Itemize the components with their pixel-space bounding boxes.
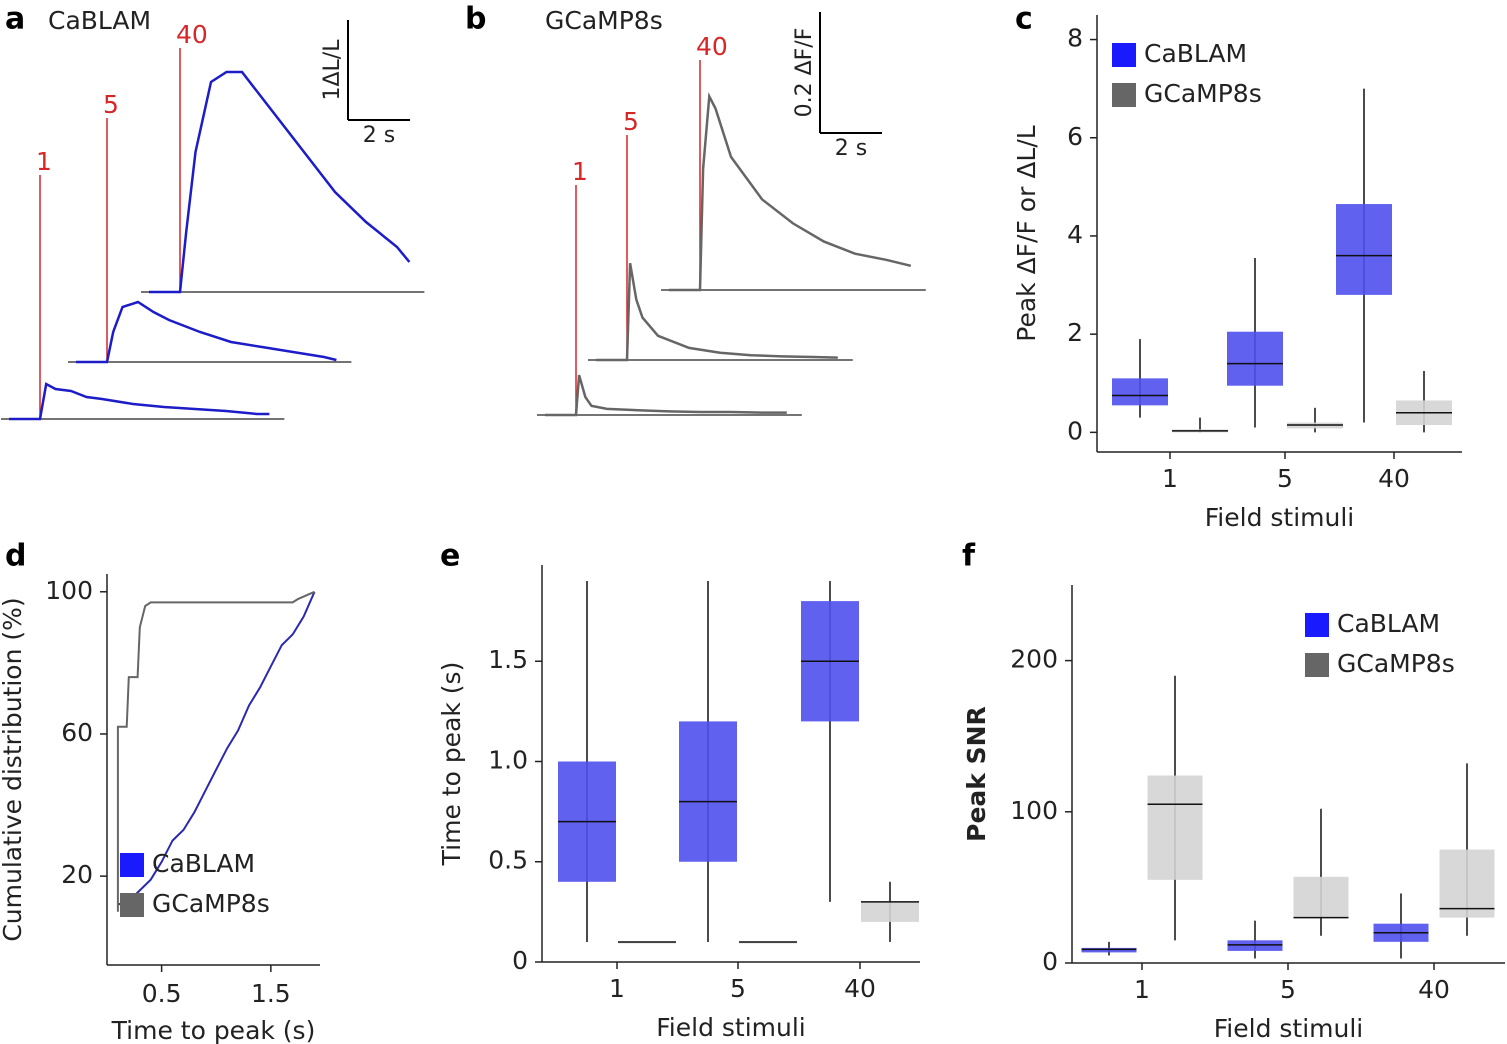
y-tick-label: 100 <box>1010 796 1058 825</box>
box <box>1336 204 1392 295</box>
legend-label: CaBLAM <box>1337 609 1440 638</box>
scale-y-label: 0.2 ΔF/F <box>792 28 817 118</box>
box <box>1147 775 1203 880</box>
legend-label: CaBLAM <box>152 849 255 878</box>
panel-letter: b <box>465 2 486 37</box>
legend-label: GCaMP8s <box>1144 79 1262 108</box>
box <box>1227 331 1283 386</box>
box <box>861 901 919 922</box>
trace <box>669 91 912 292</box>
panel-title: GCaMP8s <box>545 6 663 35</box>
y-axis-label: Peak SNR <box>962 706 991 842</box>
box <box>679 721 737 862</box>
legend-swatch <box>120 893 144 917</box>
x-axis-label: Field stimuli <box>656 1013 806 1042</box>
trace <box>545 374 787 417</box>
stimulus-label: 40 <box>696 32 728 61</box>
scale-y-label: 1ΔL/L <box>320 39 345 101</box>
legend-label: CaBLAM <box>1144 39 1247 68</box>
x-tick-label: 40 <box>844 974 876 1003</box>
panel-letter: f <box>962 539 976 574</box>
y-tick-label: 2 <box>1067 318 1083 347</box>
box <box>1081 947 1137 953</box>
legend-swatch <box>1305 653 1329 677</box>
x-tick-label: 5 <box>1277 464 1293 493</box>
y-tick-label: 20 <box>61 860 93 889</box>
y-axis-label: Cumulative distribution (%) <box>0 597 27 941</box>
stimulus-label: 5 <box>623 107 639 136</box>
y-tick-label: 4 <box>1067 220 1083 249</box>
x-tick-label: 5 <box>730 974 746 1003</box>
legend-label: GCaMP8s <box>152 889 270 918</box>
y-axis-label: Time to peak (s) <box>437 662 466 867</box>
y-tick-label: 6 <box>1067 122 1083 151</box>
box <box>1293 876 1349 918</box>
y-tick-label: 1.5 <box>488 645 528 674</box>
x-tick-label: 1 <box>1162 464 1178 493</box>
box <box>1112 378 1168 406</box>
x-axis-label: Field stimuli <box>1214 1014 1364 1043</box>
stimulus-label: 1 <box>36 147 52 176</box>
scale-x-label: 2 s <box>835 136 867 161</box>
x-tick-label: 0.5 <box>142 979 182 1008</box>
y-axis-label: Peak ΔF/F or ΔL/L <box>1012 125 1041 342</box>
x-tick-label: 40 <box>1418 975 1450 1004</box>
stimulus-label: 5 <box>103 90 119 119</box>
panel-letter: c <box>1015 2 1033 37</box>
cdf-line <box>117 591 316 906</box>
y-tick-label: 0 <box>512 946 528 975</box>
y-tick-label: 0 <box>1067 416 1083 445</box>
box <box>1439 849 1495 918</box>
scale-x-label: 2 s <box>363 123 395 148</box>
panel-letter: a <box>5 2 25 37</box>
legend-swatch <box>1112 83 1136 107</box>
y-tick-label: 1.0 <box>488 745 528 774</box>
panel-letter: d <box>5 539 26 574</box>
trace <box>596 262 838 362</box>
legend-swatch <box>1305 613 1329 637</box>
y-tick-label: 60 <box>61 718 93 747</box>
x-tick-label: 40 <box>1378 464 1410 493</box>
x-tick-label: 1 <box>609 974 625 1003</box>
stimulus-label: 40 <box>176 20 208 49</box>
x-axis-label: Time to peak (s) <box>111 1016 316 1044</box>
y-tick-label: 0 <box>1042 947 1058 976</box>
y-tick-label: 0.5 <box>488 846 528 875</box>
stimulus-label: 1 <box>572 157 588 186</box>
x-tick-label: 1.5 <box>251 979 291 1008</box>
legend-label: GCaMP8s <box>1337 649 1455 678</box>
y-tick-label: 100 <box>45 576 93 605</box>
trace <box>9 382 270 421</box>
panel-title: CaBLAM <box>48 6 151 35</box>
trace <box>76 300 337 364</box>
x-axis-label: Field stimuli <box>1205 503 1355 532</box>
y-tick-label: 200 <box>1010 645 1058 674</box>
cdf-line <box>116 590 315 912</box>
box <box>1227 940 1283 951</box>
legend-swatch <box>120 853 144 877</box>
x-tick-label: 5 <box>1280 975 1296 1004</box>
y-tick-label: 8 <box>1067 24 1083 53</box>
panel-letter: e <box>440 539 460 574</box>
x-tick-label: 1 <box>1134 975 1150 1004</box>
legend-swatch <box>1112 43 1136 67</box>
trace <box>149 70 411 294</box>
